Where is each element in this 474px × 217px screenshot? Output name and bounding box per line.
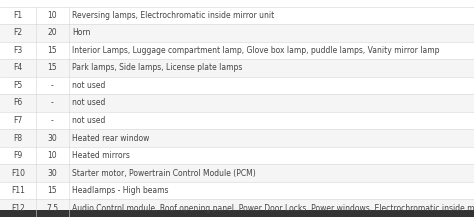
- Text: F6: F6: [13, 99, 22, 107]
- Bar: [0, 210, 474, 217]
- Text: Reversing lamps, Electrochromatic inside mirror unit: Reversing lamps, Electrochromatic inside…: [72, 11, 274, 20]
- Bar: [0, 147, 474, 164]
- Text: 15: 15: [47, 46, 57, 55]
- Bar: [0, 199, 474, 217]
- Text: F7: F7: [13, 116, 22, 125]
- Text: not used: not used: [72, 116, 105, 125]
- Text: 20: 20: [47, 28, 57, 37]
- Text: F5: F5: [13, 81, 22, 90]
- Text: Headlamps - High beams: Headlamps - High beams: [72, 186, 169, 195]
- Text: -: -: [51, 116, 54, 125]
- Text: 15: 15: [47, 63, 57, 72]
- Text: F3: F3: [13, 46, 22, 55]
- Bar: [0, 77, 474, 94]
- Bar: [0, 42, 474, 59]
- Text: Heated mirrors: Heated mirrors: [72, 151, 130, 160]
- Text: 30: 30: [47, 169, 57, 178]
- Text: F2: F2: [13, 28, 22, 37]
- Bar: [0, 94, 474, 112]
- Text: F8: F8: [13, 134, 22, 143]
- Bar: [0, 182, 474, 199]
- Text: F1: F1: [13, 11, 22, 20]
- Text: F12: F12: [11, 204, 25, 213]
- Text: Starter motor, Powertrain Control Module (PCM): Starter motor, Powertrain Control Module…: [72, 169, 256, 178]
- Text: Audio Control module, Roof opening panel, Power Door Locks, Power windows, Elect: Audio Control module, Roof opening panel…: [72, 204, 474, 213]
- Text: Heated rear window: Heated rear window: [72, 134, 149, 143]
- Text: 10: 10: [47, 151, 57, 160]
- Bar: [0, 129, 474, 147]
- Text: F11: F11: [11, 186, 25, 195]
- Text: F10: F10: [11, 169, 25, 178]
- Bar: [0, 7, 474, 24]
- Text: F4: F4: [13, 63, 22, 72]
- Text: Horn: Horn: [72, 28, 91, 37]
- Text: 7.5: 7.5: [46, 204, 58, 213]
- Text: 10: 10: [47, 11, 57, 20]
- Bar: [0, 24, 474, 42]
- Bar: [0, 112, 474, 129]
- Bar: [0, 164, 474, 182]
- Text: not used: not used: [72, 81, 105, 90]
- Text: Interior Lamps, Luggage compartment lamp, Glove box lamp, puddle lamps, Vanity m: Interior Lamps, Luggage compartment lamp…: [72, 46, 439, 55]
- Bar: [0, 59, 474, 77]
- Text: 30: 30: [47, 134, 57, 143]
- Text: -: -: [51, 81, 54, 90]
- Text: F9: F9: [13, 151, 22, 160]
- Text: -: -: [51, 99, 54, 107]
- Text: Park lamps, Side lamps, License plate lamps: Park lamps, Side lamps, License plate la…: [72, 63, 242, 72]
- Text: not used: not used: [72, 99, 105, 107]
- Text: 15: 15: [47, 186, 57, 195]
